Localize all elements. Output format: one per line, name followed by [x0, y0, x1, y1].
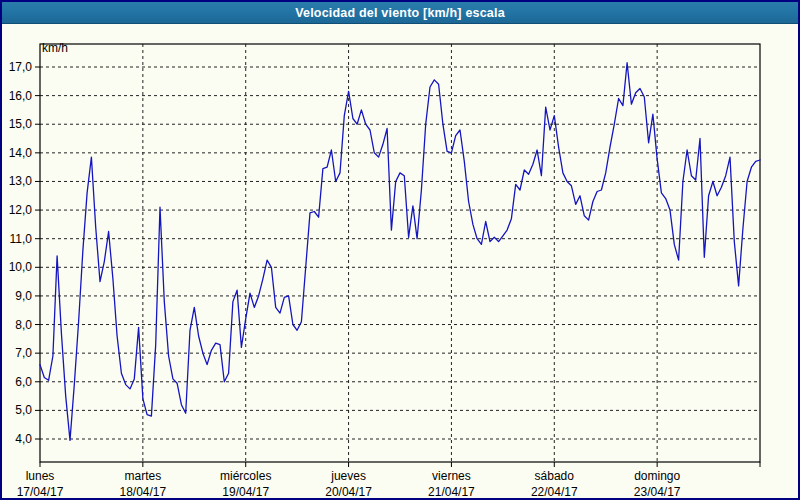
y-tick-label: 15,0 — [9, 117, 33, 131]
day-date-label: 22/04/17 — [531, 485, 578, 498]
day-name-label: jueves — [330, 469, 366, 483]
y-tick-label: 4,0 — [15, 432, 32, 446]
app-window: Velocidad del viento [km/h] escala 17,01… — [0, 0, 800, 500]
y-tick-label: 11,0 — [10, 232, 33, 246]
day-name-label: sábado — [535, 469, 575, 483]
day-date-label: 21/04/17 — [428, 485, 475, 498]
day-date-label: 20/04/17 — [325, 485, 372, 498]
day-name-label: viernes — [432, 469, 471, 483]
plot-background — [40, 44, 760, 462]
day-name-label: martes — [125, 469, 162, 483]
chart-area: 17,0 16,0 15,0 14,0 13,0 12,0 11,0 10,0 9,0 8,0 7,… — [2, 25, 798, 498]
chart-title: Velocidad del viento [km/h] escala — [295, 6, 505, 20]
y-tick-label: 6,0 — [15, 375, 32, 389]
day-name-label: domingo — [634, 469, 680, 483]
y-tick-label: 17,0 — [9, 60, 33, 74]
y-tick-label: 10,0 — [9, 260, 33, 274]
day-name-label: lunes — [26, 469, 55, 483]
y-tick-label: 9,0 — [15, 289, 32, 303]
day-date-label: 17/04/17 — [17, 485, 64, 498]
day-name-label: miércoles — [220, 469, 271, 483]
y-tick-label: 8,0 — [15, 318, 32, 332]
day-date-label: 19/04/17 — [222, 485, 269, 498]
day-date-label: 23/04/17 — [634, 485, 681, 498]
chart-title-bar: Velocidad del viento [km/h] escala — [2, 2, 798, 24]
y-tick-label: 7,0 — [15, 346, 32, 360]
wind-speed-line-chart: 17,0 16,0 15,0 14,0 13,0 12,0 11,0 10,0 9,0 8,0 7,… — [2, 25, 798, 498]
y-tick-label: 16,0 — [9, 89, 33, 103]
y-tick-label: 14,0 — [9, 146, 33, 160]
y-axis-unit-label: km/h — [42, 41, 68, 55]
day-date-label: 18/04/17 — [119, 485, 166, 498]
y-tick-label: 5,0 — [15, 403, 32, 417]
y-tick-label: 12,0 — [9, 203, 33, 217]
y-tick-label: 13,0 — [9, 174, 33, 188]
